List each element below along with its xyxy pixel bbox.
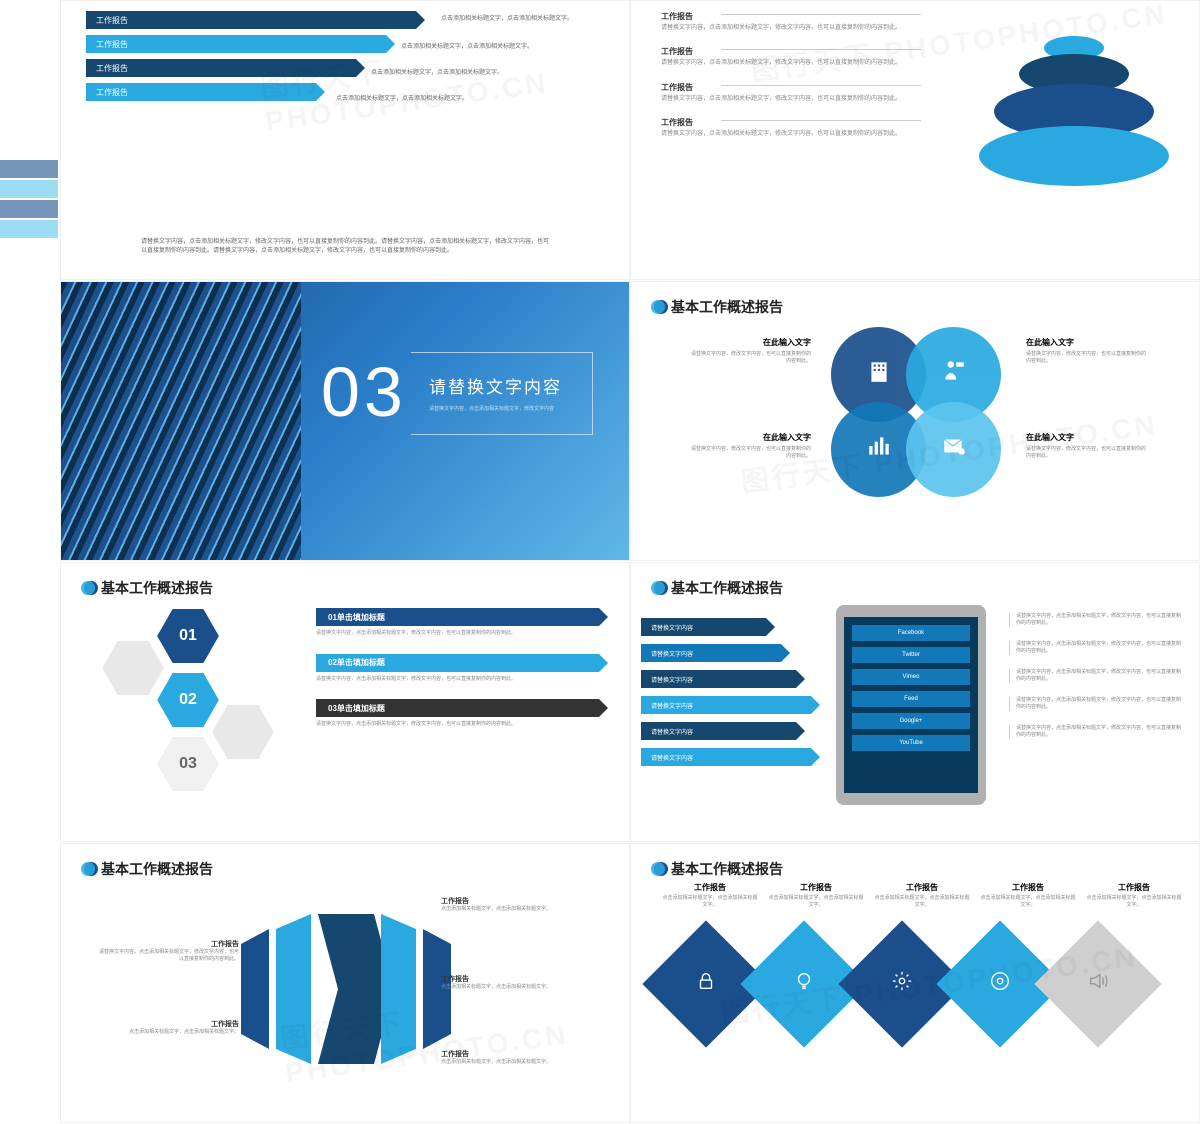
arrow-bar: 工作报告: [86, 35, 386, 53]
label-block: 在此输入文字请替换文字内容，修改文字内容，也可以直接复制你的内容到此。: [691, 337, 811, 365]
venn-circle: [906, 402, 1001, 497]
arrow-bar: 工作报告: [86, 59, 356, 77]
label-block: 在此输入文字请替换文字内容，修改文字内容，也可以直接复制你的内容到此。: [691, 432, 811, 460]
slide-shapes: 基本工作概述报告 工作报告点击添加相关标题文字，点击添加相关标题文字。工作报告请…: [60, 843, 630, 1123]
section-title: 请替换文字内容: [429, 373, 562, 398]
desc-text: 请替换文字内容，点击添加相关标题文字，修改文字内容，也可以直接复制你的内容到此。: [316, 721, 599, 729]
slide-cone: 工作报告请替换文字内容，点击添加相关标题文字，修改文字内容，也可以直接复制你的内…: [630, 0, 1200, 280]
arrow-bar: 请替换文字内容: [641, 644, 781, 662]
arrow-bar: 请替换文字内容: [641, 722, 796, 740]
bullet-icon: [81, 862, 95, 876]
tablet-row: Feed: [852, 691, 970, 707]
arrow-bar: 请替换文字内容: [641, 748, 811, 766]
cone-chart: [979, 36, 1169, 186]
slide-title: 基本工作概述报告: [101, 859, 213, 879]
tablet-row: Facebook: [852, 625, 970, 641]
label-block: 工作报告点击添加相关标题文字，点击添加相关标题文字。: [979, 882, 1077, 1104]
desc-text: 请替换文字内容，点击添加相关标题文字，修改文字内容，也可以直接复制你的内容到此。: [316, 630, 599, 638]
list-item: 工作报告请替换文字内容，点击添加相关标题文字，修改文字内容，也可以直接复制你的内…: [661, 117, 921, 138]
building-icon: [866, 358, 892, 391]
arrow-bar: 请替换文字内容: [641, 670, 796, 688]
ghost-bar: [0, 160, 58, 178]
desc-text: 请替换文字内容，点击添加相关标题文字，修改文字内容，也可以直接复制你的内容到此。: [1009, 725, 1184, 739]
slide-diamonds: 基本工作概述报告 工作报告点击添加相关标题文字，点击添加相关标题文字。 工作报告点…: [630, 843, 1200, 1123]
bullet-icon: [651, 300, 665, 314]
hexagon: 03: [156, 736, 220, 792]
ghost-sidebar: [0, 160, 58, 240]
desc-text: 请替换文字内容，点击添加相关标题文字，修改文字内容，也可以直接复制你的内容到此。: [1009, 697, 1184, 711]
slide-grid: 工作报告工作报告工作报告工作报告 点击添加相关标题文字，点击添加相关标题文字。点…: [60, 0, 1200, 1124]
slide-arrow-bars: 工作报告工作报告工作报告工作报告 点击添加相关标题文字，点击添加相关标题文字。点…: [60, 0, 630, 280]
building-image: [61, 282, 301, 560]
tablet-row: Twitter: [852, 647, 970, 663]
list-item: 工作报告请替换文字内容，点击添加相关标题文字，修改文字内容，也可以直接复制你的内…: [661, 46, 921, 67]
tablet-row: Google+: [852, 713, 970, 729]
arrow-bar: 工作报告: [86, 83, 316, 101]
desc-text: 请替换文字内容，点击添加相关标题文字，修改文字内容，也可以直接复制你的内容到此。: [316, 676, 599, 684]
slide-section-cover: 03 请替换文字内容 请替换文字内容，点击添加相关标题文字，修改文字内容: [60, 281, 630, 561]
slide-hex: 基本工作概述报告 010203 01单击填加标题请替换文字内容，点击添加相关标题…: [60, 562, 630, 842]
tablet-row: YouTube: [852, 735, 970, 751]
bullet-icon: [651, 581, 665, 595]
slide-title: 基本工作概述报告: [671, 297, 783, 317]
desc-text: 点击添加相关标题文字，点击添加相关标题文字。: [441, 15, 581, 23]
slide-venn: 基本工作概述报告 在此输入文字请替换文字内容，修改文字内容，也可以直接复制你的内…: [630, 281, 1200, 561]
label-block: 工作报告点击添加相关标题文字，点击添加相关标题文字。: [441, 1049, 581, 1066]
slide-tablet: 基本工作概述报告 请替换文字内容请替换文字内容请替换文字内容请替换文字内容请替换…: [630, 562, 1200, 842]
ghost-bar: [0, 180, 58, 198]
chart-icon: [866, 433, 892, 466]
hexagon: [211, 704, 275, 760]
bullet-icon: [81, 581, 95, 595]
person-icon: [941, 358, 967, 391]
label-block: 工作报告点击添加相关标题文字，点击添加相关标题文字。: [767, 882, 865, 1104]
label-block: 工作报告点击添加相关标题文字，点击添加相关标题文字。: [441, 896, 581, 913]
desc-text: 请替换文字内容，点击添加相关标题文字，修改文字内容，也可以直接复制你的内容到此。: [1009, 613, 1184, 627]
desc-text: 点击添加相关标题文字，点击添加相关标题文字。: [336, 95, 476, 103]
cone-layer: [979, 126, 1169, 186]
shapes-diagram: [241, 914, 451, 1064]
section-sub: 请替换文字内容，点击添加相关标题文字，修改文字内容: [429, 406, 562, 414]
label-block: 工作报告请替换文字内容，点击添加相关标题文字，修改文字内容，也可以直接复制你的内…: [99, 939, 239, 963]
section-number: 03: [321, 352, 407, 432]
paragraph: 请替换文字内容，点击添加相关标题文字，修改文字内容，也可以直接复制你的内容到此。…: [141, 238, 549, 257]
title-bar: 02单击填加标题: [316, 654, 599, 672]
tablet-device: Facebook Twitter Vimeo Feed Google+ YouTube: [836, 605, 986, 805]
title-bar: 03单击填加标题: [316, 699, 599, 717]
desc-text: 请替换文字内容，点击添加相关标题文字，修改文字内容，也可以直接复制你的内容到此。: [1009, 641, 1184, 655]
slide-title: 基本工作概述报告: [101, 578, 213, 598]
desc-text: 请替换文字内容，点击添加相关标题文字，修改文字内容，也可以直接复制你的内容到此。: [1009, 669, 1184, 683]
arrow-bar: 工作报告: [86, 11, 416, 29]
ghost-bar: [0, 200, 58, 218]
list-item: 工作报告请替换文字内容，点击添加相关标题文字，修改文字内容，也可以直接复制你的内…: [661, 82, 921, 103]
slide-title: 基本工作概述报告: [671, 578, 783, 598]
label-block: 工作报告点击添加相关标题文字，点击添加相关标题文字。: [99, 1019, 239, 1036]
list-item: 工作报告请替换文字内容，点击添加相关标题文字，修改文字内容，也可以直接复制你的内…: [661, 11, 921, 32]
arrow-bar: 请替换文字内容: [641, 696, 811, 714]
arrow-bar: 请替换文字内容: [641, 618, 766, 636]
title-bar: 01单击填加标题: [316, 608, 599, 626]
bullet-icon: [651, 862, 665, 876]
ghost-bar: [0, 220, 58, 238]
tablet-row: Vimeo: [852, 669, 970, 685]
hexagon: 01: [156, 608, 220, 664]
mail-icon: [941, 433, 967, 466]
label-block: 在此输入文字请替换文字内容，修改文字内容，也可以直接复制你的内容到此。: [1026, 432, 1146, 460]
slide-title: 基本工作概述报告: [671, 859, 783, 879]
desc-text: 点击添加相关标题文字，点击添加相关标题文字。: [401, 43, 541, 51]
desc-text: 点击添加相关标题文字，点击添加相关标题文字。: [371, 69, 511, 77]
label-block: 工作报告点击添加相关标题文字，点击添加相关标题文字。: [441, 974, 581, 991]
label-block: 在此输入文字请替换文字内容，修改文字内容，也可以直接复制你的内容到此。: [1026, 337, 1146, 365]
